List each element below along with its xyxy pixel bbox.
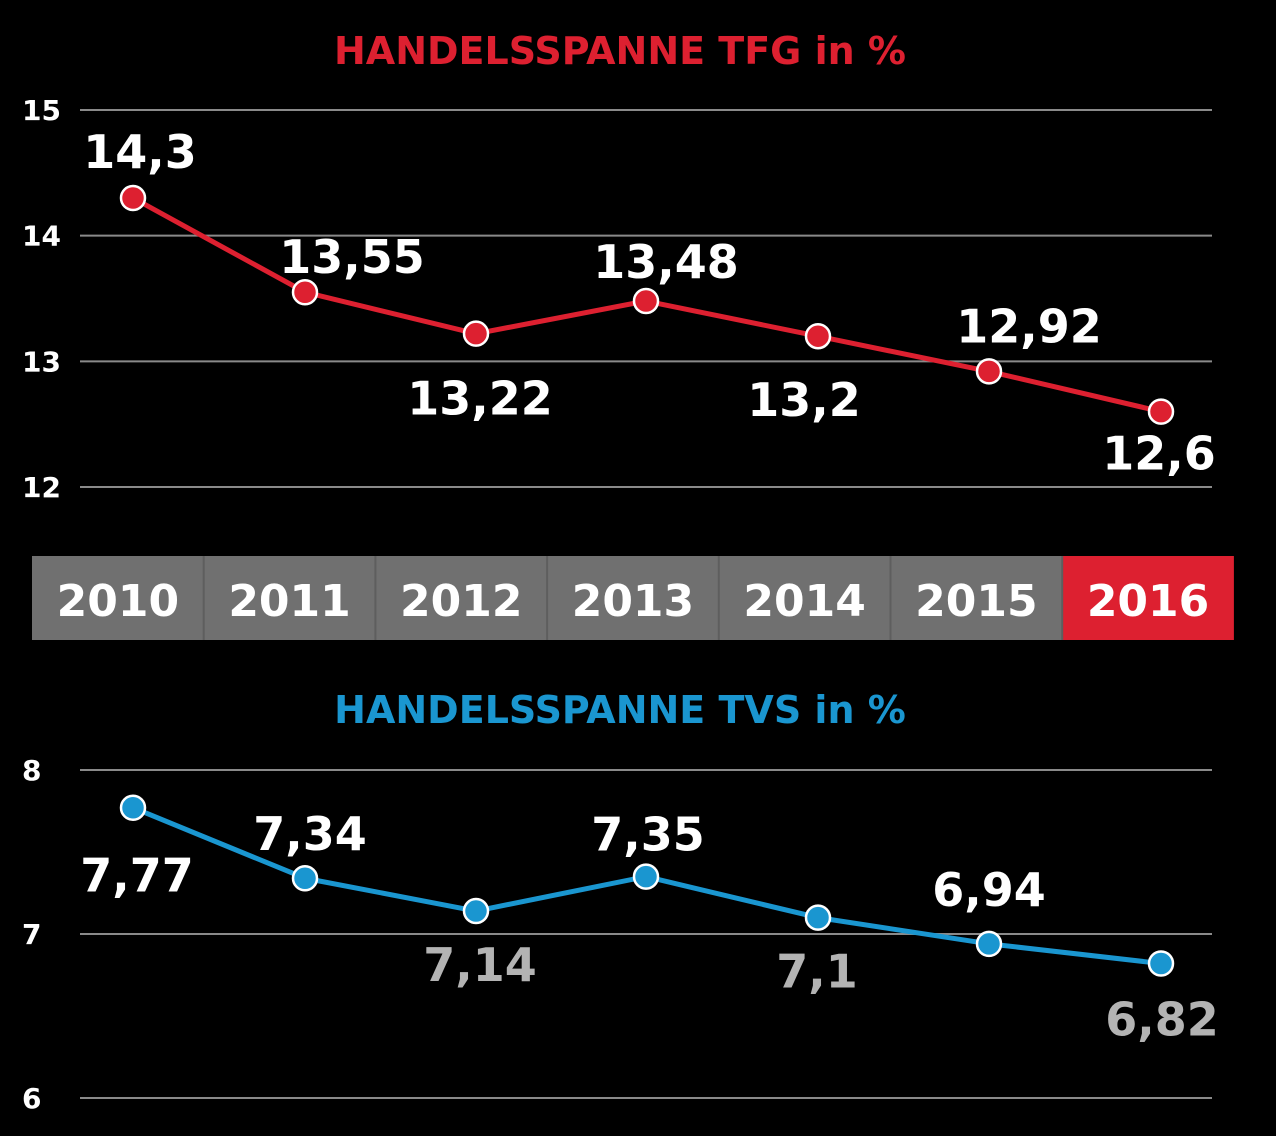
year-label: 2010 xyxy=(57,576,179,627)
year-label: 2015 xyxy=(915,576,1037,627)
data-point xyxy=(119,794,147,821)
data-point xyxy=(1147,398,1175,425)
y-tick-label: 12 xyxy=(22,471,61,504)
y-tick-label: 6 xyxy=(22,1082,41,1115)
data-label: 13,55 xyxy=(279,230,425,284)
data-point xyxy=(975,930,1003,958)
data-label: 12,92 xyxy=(956,299,1102,353)
data-label: 7,35 xyxy=(591,808,705,862)
year-label: 2011 xyxy=(228,576,350,627)
year-cell xyxy=(375,556,548,640)
year-cell xyxy=(32,556,204,640)
year-band: 2010 2011 2012 2013 2014 2015 2016 xyxy=(32,556,1234,640)
data-point xyxy=(975,358,1003,385)
data-point xyxy=(291,278,319,306)
data-label: 6,94 xyxy=(932,863,1046,917)
year-cell xyxy=(1062,556,1234,640)
year-cell xyxy=(203,556,376,640)
data-point xyxy=(1147,950,1175,977)
data-label: 13,22 xyxy=(407,372,553,426)
data-point xyxy=(804,904,832,931)
data-point xyxy=(804,322,832,350)
tvs-chart: 8 7 6 7,77 7,34 7,14 7,35 7,1 6,94 6,82 xyxy=(22,754,1219,1115)
data-point xyxy=(291,864,319,892)
y-tick-label: 8 xyxy=(22,754,41,787)
tvs-chart-title: HANDELSSPANNE TVS in % xyxy=(334,688,906,732)
data-label: 7,77 xyxy=(80,849,194,903)
data-point xyxy=(119,184,147,212)
data-point xyxy=(462,320,490,347)
data-label: 6,82 xyxy=(1105,993,1219,1047)
year-cell xyxy=(890,556,1063,640)
data-label: 7,1 xyxy=(776,945,858,999)
data-point xyxy=(632,287,660,315)
year-label: 2012 xyxy=(400,576,522,627)
year-label: 2016 xyxy=(1087,576,1209,627)
y-tick-label: 15 xyxy=(22,94,61,127)
tfg-chart: 15 14 13 12 14,3 13,55 13,22 13,48 13,2 12,92 12,6 xyxy=(22,94,1216,504)
data-label: 13,48 xyxy=(593,235,739,289)
tfg-chart-title: HANDELSSPANNE TFG in % xyxy=(334,29,906,73)
data-point xyxy=(462,897,490,925)
year-cell xyxy=(718,556,891,640)
data-label: 7,34 xyxy=(253,807,367,861)
y-tick-label: 7 xyxy=(22,918,41,951)
data-label: 14,3 xyxy=(83,125,197,179)
data-label: 13,2 xyxy=(747,373,861,427)
year-label: 2014 xyxy=(743,576,865,627)
data-point xyxy=(632,863,660,890)
year-label: 2013 xyxy=(572,576,694,627)
y-tick-label: 14 xyxy=(22,220,61,253)
data-label: 7,14 xyxy=(423,938,537,992)
data-label: 12,6 xyxy=(1102,427,1216,481)
y-tick-label: 13 xyxy=(22,345,61,378)
year-cell xyxy=(547,556,719,640)
